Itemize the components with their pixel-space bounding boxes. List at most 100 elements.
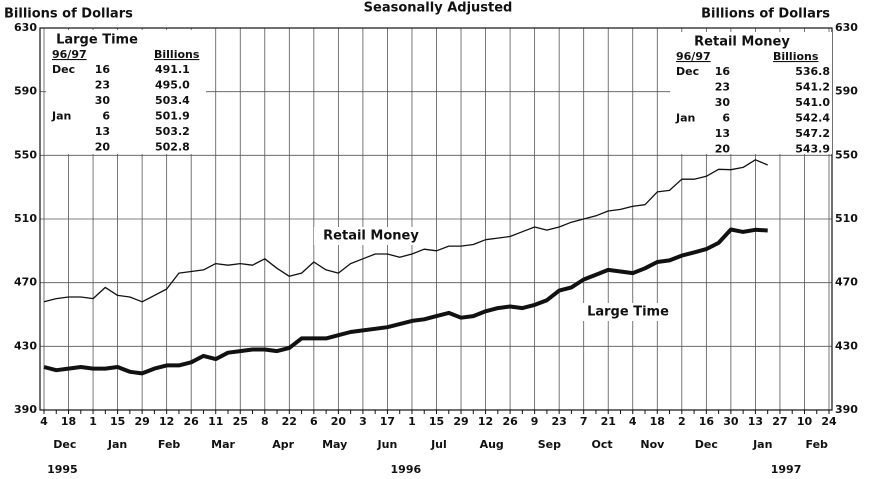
x-tick-label: 12 <box>478 415 493 428</box>
series-label: Retail Money <box>323 229 419 244</box>
x-tick-label: 29 <box>453 415 468 428</box>
table-value: 491.1 <box>155 63 190 76</box>
x-tick-label: 11 <box>208 415 223 428</box>
month-label: Mar <box>211 438 235 451</box>
table-day: 23 <box>95 79 110 92</box>
table-value: 541.2 <box>795 81 830 94</box>
table-value: 503.2 <box>155 125 190 138</box>
plot-frame <box>39 27 833 411</box>
table-value: 541.0 <box>795 96 830 109</box>
x-tick-label: 12 <box>159 415 174 428</box>
year-label: 1995 <box>47 463 78 476</box>
month-label: Dec <box>53 438 76 451</box>
table-day: 23 <box>715 81 730 94</box>
x-tick-label: 13 <box>748 415 763 428</box>
series-line <box>43 227 768 376</box>
month-label: Feb <box>806 438 829 451</box>
table-day: 16 <box>95 63 111 76</box>
month-label: May <box>322 438 347 451</box>
table-header: Billions <box>154 48 200 61</box>
year-label: 1997 <box>771 463 802 476</box>
y-tick-label: 550 <box>14 148 37 161</box>
x-tick-label: 23 <box>552 415 567 428</box>
table-title: Large Time <box>56 33 138 48</box>
table-day: 16 <box>715 65 731 78</box>
x-tick-label: 26 <box>502 415 518 428</box>
y-tick-label: 430 <box>835 339 858 352</box>
y-tick-label: 590 <box>835 85 858 98</box>
series-line <box>43 159 768 303</box>
chart-title: Seasonally Adjusted <box>364 1 513 16</box>
table-day: 6 <box>722 112 730 125</box>
y-tick-label: 630 <box>835 21 858 34</box>
y-tick-label: 510 <box>835 212 858 225</box>
table-day: 20 <box>715 143 731 156</box>
x-tick-label: 3 <box>359 415 367 428</box>
y-axis-label: Billions of Dollars <box>4 7 133 22</box>
x-tick-label: 20 <box>331 415 347 428</box>
x-tick-label: 4 <box>629 415 637 428</box>
month-label: Apr <box>272 438 294 451</box>
table-background <box>670 32 832 154</box>
table-value: 543.9 <box>795 143 830 156</box>
label-background <box>314 227 428 245</box>
x-tick-label: 1 <box>408 415 416 428</box>
month-label: Feb <box>158 438 181 451</box>
table-value: 536.8 <box>795 65 830 78</box>
table-title: Retail Money <box>694 35 790 50</box>
x-tick-label: 29 <box>134 415 149 428</box>
y-tick-label: 550 <box>835 148 858 161</box>
x-tick-label: 16 <box>699 415 715 428</box>
month-label: Jan <box>107 438 127 451</box>
label-background <box>576 303 680 321</box>
x-tick-label: 15 <box>429 415 444 428</box>
series-label: Large Time <box>587 305 669 320</box>
x-tick-label: 24 <box>821 415 837 428</box>
table-day: 13 <box>715 127 730 140</box>
table-value: 495.0 <box>155 79 190 92</box>
x-tick-label: 7 <box>580 415 588 428</box>
table-day: 20 <box>95 141 111 154</box>
month-label: Dec <box>695 438 718 451</box>
x-tick-label: 26 <box>184 415 200 428</box>
table-month: Dec <box>52 63 75 76</box>
x-tick-label: 8 <box>261 415 269 428</box>
table-value: 503.4 <box>155 94 190 107</box>
y-axis-label: Billions of Dollars <box>701 7 830 22</box>
x-tick-label: 15 <box>110 415 125 428</box>
x-tick-label: 10 <box>797 415 813 428</box>
y-tick-label: 470 <box>14 276 37 289</box>
table-day: 30 <box>715 96 731 109</box>
month-label: Jun <box>377 438 398 451</box>
month-label: Nov <box>640 438 665 451</box>
table-value: 501.9 <box>155 110 190 123</box>
x-tick-label: 17 <box>380 415 395 428</box>
table-month: Jan <box>675 112 695 125</box>
y-tick-label: 470 <box>835 276 858 289</box>
year-label: 1996 <box>391 463 422 476</box>
y-tick-label: 390 <box>14 403 37 416</box>
table-header: 96/97 <box>676 50 711 63</box>
y-tick-label: 590 <box>14 85 37 98</box>
y-tick-label: 510 <box>14 212 37 225</box>
x-tick-label: 6 <box>310 415 318 428</box>
table-background <box>46 30 206 154</box>
x-tick-label: 18 <box>61 415 76 428</box>
x-tick-label: 4 <box>40 415 48 428</box>
x-tick-label: 22 <box>282 415 297 428</box>
table-day: 6 <box>102 110 110 123</box>
x-tick-label: 21 <box>601 415 616 428</box>
y-tick-label: 430 <box>14 339 37 352</box>
month-label: Jan <box>752 438 772 451</box>
table-month: Jan <box>51 110 71 123</box>
table-header: 96/97 <box>52 48 87 61</box>
table-month: Dec <box>676 65 699 78</box>
table-day: 30 <box>95 94 111 107</box>
month-label: Oct <box>592 438 613 451</box>
month-label: Sep <box>538 438 561 451</box>
table-value: 542.4 <box>795 112 830 125</box>
x-tick-label: 2 <box>678 415 686 428</box>
x-tick-label: 1 <box>89 415 97 428</box>
x-tick-label: 30 <box>723 415 739 428</box>
